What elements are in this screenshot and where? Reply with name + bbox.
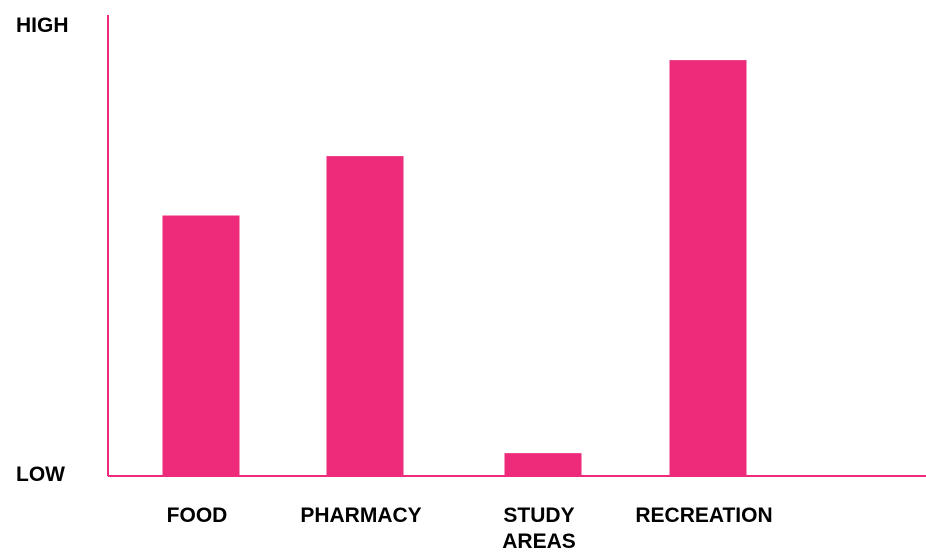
x-tick-label-line: AREAS xyxy=(502,530,576,553)
x-tick-label-line: STUDY xyxy=(503,504,574,527)
bar-food xyxy=(162,215,240,476)
x-tick-label-line: FOOD xyxy=(167,504,228,527)
x-tick-labels: FOOD PHARMACY STUDY AREAS RECREATION xyxy=(167,504,773,553)
x-tick-label-food: FOOD xyxy=(167,504,228,527)
x-tick-label-pharmacy: PHARMACY xyxy=(300,504,421,527)
x-tick-label-recreation: RECREATION xyxy=(635,504,772,527)
x-tick-label-study-areas: STUDY AREAS xyxy=(502,504,576,553)
x-tick-label-line: PHARMACY xyxy=(300,504,421,527)
bar-study-areas xyxy=(504,453,582,476)
bar-recreation xyxy=(669,60,747,476)
y-axis-low-label: LOW xyxy=(16,463,65,486)
y-axis-high-label: HIGH xyxy=(16,14,69,37)
bars-group xyxy=(162,60,747,476)
bar-pharmacy xyxy=(326,156,404,476)
x-tick-label-line: RECREATION xyxy=(635,504,772,527)
